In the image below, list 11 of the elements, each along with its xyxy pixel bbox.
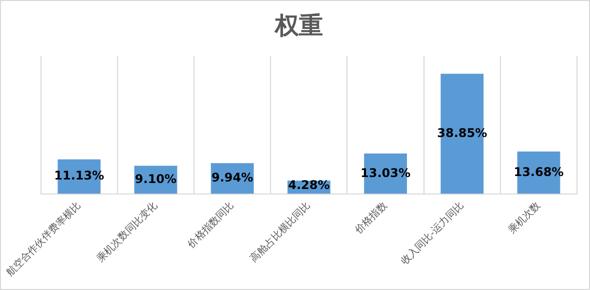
- chart-title: 权重: [274, 12, 323, 40]
- data-label: 4.28%: [288, 178, 330, 192]
- x-tick-label: 高舱占比横比同比: [248, 200, 313, 265]
- x-tick-label: 收入同比-运力同比: [398, 200, 466, 268]
- data-label: 9.94%: [212, 170, 254, 185]
- x-tick-label: 航空合作伙伴费率横比: [4, 200, 84, 279]
- x-tick-label: 价格指数: [352, 200, 390, 237]
- data-label: 9.10%: [134, 172, 177, 186]
- x-tick-label: 价格指数同比: [184, 200, 236, 252]
- x-tick-label: 乘机次数同比变化: [94, 200, 160, 265]
- x-tick-label: 乘机次数: [506, 200, 543, 236]
